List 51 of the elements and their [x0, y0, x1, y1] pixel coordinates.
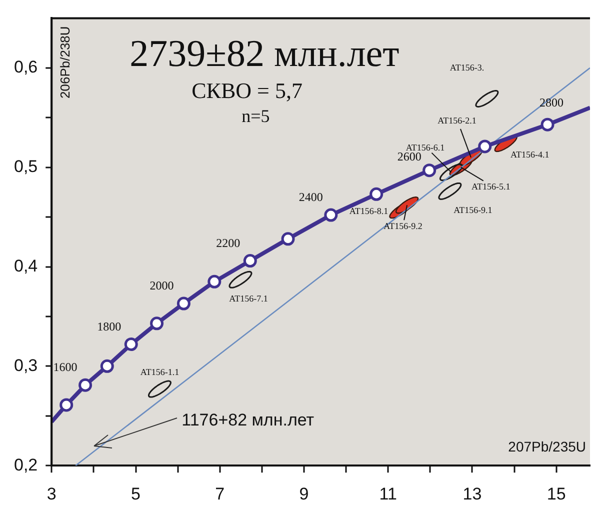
y-tick-label: 0,5: [14, 157, 38, 176]
point: [100, 359, 114, 373]
annotation: AT156-5.1: [472, 181, 510, 192]
y-tick-label: 0,6: [14, 58, 38, 77]
point: [228, 270, 252, 288]
chart-title: 2739±82 млн.лет: [130, 33, 400, 76]
annotation: AT156-4.1: [510, 149, 550, 160]
x-tick-label: 5: [131, 484, 140, 504]
x-tick-label: 9: [299, 484, 309, 504]
x-tick-label: 15: [546, 484, 566, 504]
point: [78, 378, 92, 392]
y-tick-label: 0,3: [14, 356, 38, 375]
point: [208, 274, 222, 288]
point: [124, 338, 138, 352]
point: [540, 118, 554, 132]
annotation: 2000: [150, 278, 174, 293]
annotation: AT156-3.: [450, 62, 484, 73]
annotation: AT156-9.2: [384, 221, 422, 232]
point: [243, 254, 257, 268]
point: [370, 187, 384, 201]
point: [324, 208, 338, 222]
point: [60, 398, 74, 412]
x-tick-label: 13: [462, 484, 482, 504]
annotation: 1600: [53, 360, 78, 374]
annotation: AT156-2.1: [438, 115, 476, 126]
point: [148, 380, 172, 398]
point: [439, 164, 463, 182]
y-tick-label: 0,2: [14, 455, 38, 474]
point: [281, 232, 295, 246]
x-tick-label: 7: [215, 484, 225, 504]
annotation: 2200: [216, 236, 240, 250]
annotation: AT156-8.1: [349, 206, 388, 216]
annotation: n=5: [242, 106, 270, 126]
point: [478, 140, 492, 154]
annotation: AT156-1.1: [140, 367, 180, 378]
x-tick-label: 11: [379, 484, 397, 504]
point: [176, 296, 190, 310]
x-axis-title: 207Pb/235U: [508, 438, 586, 455]
point: [422, 164, 436, 178]
x-tick-label: 3: [46, 484, 56, 504]
annotation: 2400: [298, 190, 323, 204]
y-tick-label: 0,4: [14, 256, 38, 276]
annotation: AT156-7.1: [229, 294, 268, 304]
annotation: AT156-9.1: [454, 205, 492, 216]
annotation: 1176+82 млн.лет: [182, 410, 314, 430]
point: [438, 182, 462, 200]
annotation: 1800: [97, 319, 122, 334]
point: [475, 90, 499, 108]
point: [150, 316, 164, 330]
y-axis-title: 206Pb/238U: [58, 26, 73, 98]
annotation: СКВО = 5,7: [192, 78, 302, 104]
